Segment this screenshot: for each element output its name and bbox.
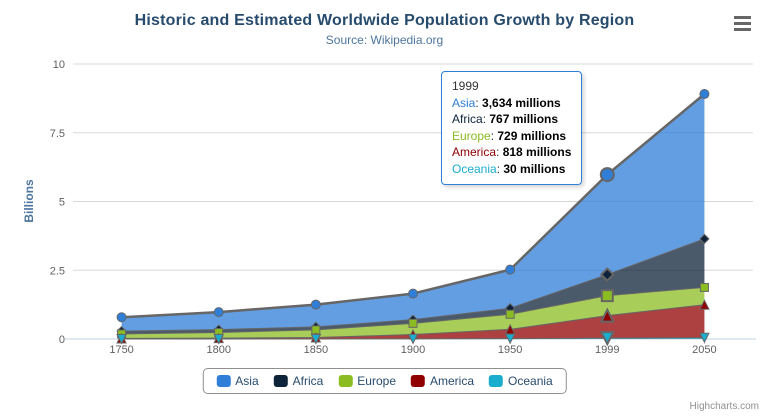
legend-label: Oceania [508, 374, 553, 388]
legend-item-asia[interactable]: Asia [216, 374, 259, 388]
tooltip-series-value: 3,634 millions [482, 95, 561, 110]
x-axis-label: 1950 [498, 344, 522, 356]
legend-swatch-europe [338, 375, 353, 387]
legend-label: Europe [357, 374, 397, 388]
y-axis-label: 10 [53, 59, 65, 71]
hamburger-menu-icon [734, 27, 751, 31]
tooltip-series-name: Asia [452, 95, 476, 110]
tooltip: 1999 Asia: 3,634 millions Africa: 767 mil… [441, 71, 583, 185]
tooltip-series-name: Africa [452, 112, 483, 126]
tooltip-row-africa: Africa: 767 millions [452, 112, 559, 126]
tooltip-row-america: America: 818 millions [452, 145, 572, 159]
context-menu-button[interactable] [734, 16, 754, 31]
marker-europe-1999[interactable] [600, 289, 614, 303]
tooltip-series-value: 767 millions [489, 112, 559, 126]
area-africa[interactable] [121, 238, 705, 334]
x-axis-label: 2050 [692, 344, 716, 356]
x-axis-label: 1900 [401, 344, 425, 356]
marker-africa-2050[interactable] [699, 233, 710, 245]
x-axis-label: 1999 [595, 344, 619, 356]
tooltip-row-oceania: Oceania: 30 millions [452, 161, 566, 176]
marker-africa-1999[interactable] [599, 267, 615, 282]
chart-subtitle: Source: Wikipedia.org [325, 33, 444, 47]
marker-oceania-1800[interactable] [213, 333, 225, 345]
marker-oceania-1850[interactable] [310, 333, 322, 345]
legend-swatch-africa [273, 375, 288, 387]
x-axis-label: 1750 [109, 344, 133, 356]
y-axis-label: 7.5 [50, 128, 65, 140]
legend-swatch-america [411, 375, 426, 387]
x-axis-label: 1850 [304, 344, 328, 356]
marker-oceania-2050[interactable] [699, 332, 710, 344]
legend-item-africa[interactable]: Africa [273, 374, 324, 388]
tooltip-series-name: Europe [452, 128, 491, 143]
legend-swatch-asia [216, 375, 231, 387]
marker-oceania-1950[interactable] [504, 333, 516, 345]
marker-asia-1800[interactable] [213, 307, 224, 318]
tooltip-row-europe: Europe: 729 millions [452, 128, 567, 143]
hamburger-menu-icon [734, 21, 751, 26]
marker-asia-1750[interactable] [116, 312, 127, 323]
marker-oceania-1999[interactable] [599, 331, 615, 347]
y-axis-label: 5 [59, 197, 65, 209]
y-axis-label: 2.5 [50, 265, 65, 277]
tooltip-series-value: 818 millions [502, 145, 572, 159]
marker-oceania-1750[interactable] [116, 333, 127, 345]
tooltip-series-name: America [452, 145, 497, 159]
legend: Asia Africa Europe America Oceania [202, 368, 567, 394]
tooltip-rows: Asia: 3,634 millions Africa: 767 millions… [452, 95, 571, 178]
tooltip-series-name: Oceania [452, 161, 497, 176]
hamburger-menu-icon [734, 16, 751, 20]
chart-title: Historic and Estimated Worldwide Populat… [134, 12, 635, 29]
marker-asia-1850[interactable] [310, 299, 321, 310]
marker-america-1999[interactable] [599, 307, 615, 323]
legend-swatch-oceania [489, 375, 504, 387]
marker-europe-1900[interactable] [408, 318, 418, 328]
legend-item-america[interactable]: America [411, 374, 474, 388]
marker-oceania-1900[interactable] [407, 333, 419, 345]
legend-label: Africa [292, 374, 324, 388]
marker-europe-2050[interactable] [699, 282, 709, 292]
marker-asia-1900[interactable] [408, 288, 418, 299]
legend-label: Asia [235, 374, 259, 388]
legend-label: America [430, 374, 475, 388]
area-asia[interactable] [121, 94, 705, 332]
marker-america-2050[interactable] [699, 299, 710, 310]
legend-item-europe[interactable]: Europe [338, 374, 396, 388]
y-axis-label: 0 [59, 334, 65, 346]
credits-link[interactable]: Highcharts.com [689, 401, 759, 412]
tooltip-series-value: 30 millions [503, 161, 566, 176]
tooltip-row-asia: Asia: 3,634 millions [452, 95, 561, 110]
x-axis-label: 1800 [206, 344, 230, 356]
marker-europe-1950[interactable] [505, 309, 515, 319]
marker-asia-1950[interactable] [505, 264, 516, 275]
area-america[interactable] [121, 304, 705, 339]
legend-item-oceania[interactable]: Oceania [489, 374, 553, 388]
marker-asia-2050[interactable] [699, 89, 710, 100]
tooltip-header: 1999 [452, 79, 479, 93]
tooltip-series-value: 729 millions [497, 128, 567, 143]
